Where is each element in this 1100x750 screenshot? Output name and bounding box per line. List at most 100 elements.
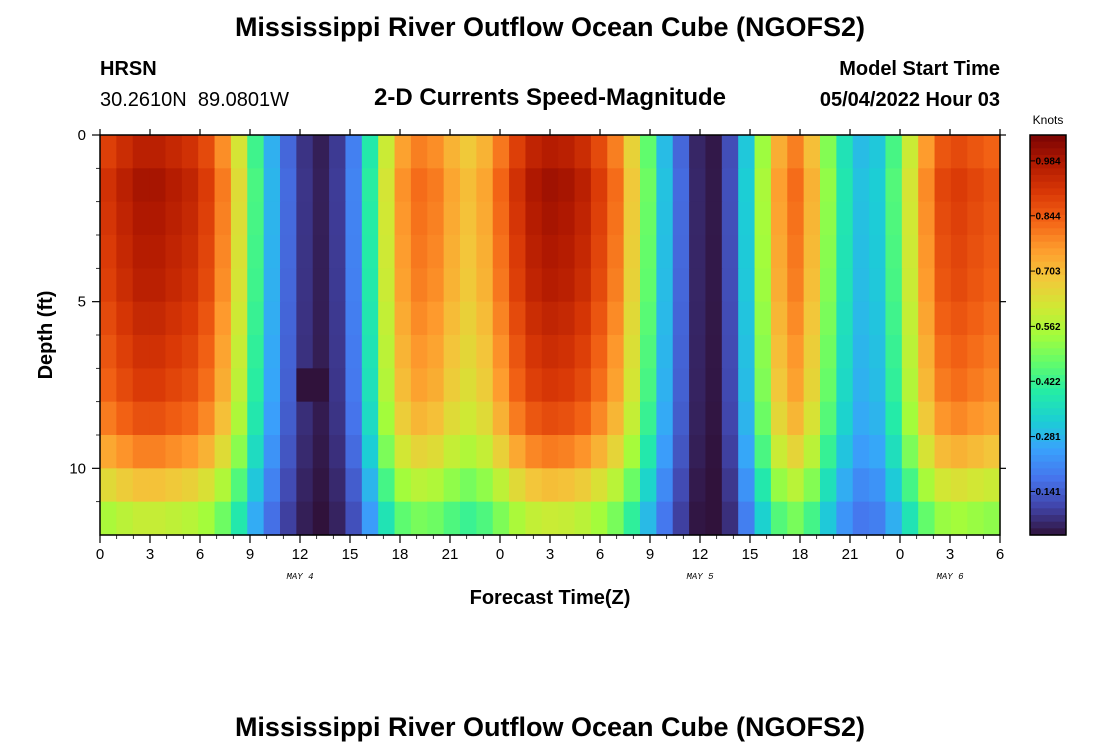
- heatmap-cell: [443, 335, 461, 369]
- heatmap-cell: [492, 401, 510, 436]
- heatmap-cell: [901, 468, 919, 503]
- heatmap-cell: [689, 268, 707, 303]
- heatmap-cell: [492, 135, 510, 169]
- heatmap-cell: [705, 401, 723, 436]
- heatmap-cell: [558, 368, 576, 403]
- colorbar-tick-label: 0.281: [1035, 432, 1060, 443]
- heatmap-cell: [541, 201, 559, 236]
- heatmap-cell: [689, 435, 707, 469]
- heatmap-cell: [770, 401, 788, 436]
- heatmap-cell: [574, 135, 592, 169]
- heatmap-cell: [820, 335, 837, 369]
- heatmap-cell: [525, 301, 543, 336]
- heatmap-cell: [460, 335, 477, 369]
- heatmap-cell: [149, 335, 167, 369]
- heatmap-cell: [820, 501, 837, 536]
- heatmap-cell: [558, 435, 576, 469]
- heatmap-cell: [165, 301, 183, 336]
- heatmap-cell: [967, 301, 985, 336]
- heatmap-cell: [181, 301, 199, 336]
- heatmap-cell: [181, 135, 199, 169]
- heatmap-cell: [738, 135, 756, 169]
- date-labels: MAY 4 MAY 5 MAY 6: [286, 572, 964, 582]
- heatmap-cell: [950, 268, 968, 303]
- heatmap-cell: [590, 268, 608, 303]
- heatmap-cell: [100, 168, 117, 203]
- heatmap-cell: [836, 201, 854, 236]
- heatmap-cell: [918, 235, 936, 269]
- colorbar-band: [1030, 521, 1066, 529]
- heatmap-cell: [492, 301, 510, 336]
- heatmap-cell: [427, 368, 445, 403]
- heatmap-grid: [100, 135, 1001, 536]
- heatmap-cell: [754, 168, 772, 203]
- heatmap-cell: [558, 501, 576, 536]
- station-name: HRSN: [100, 58, 157, 80]
- heatmap-cell: [640, 401, 657, 436]
- heatmap-cell: [803, 235, 821, 269]
- colorbar-band: [1030, 135, 1066, 143]
- heatmap-cell: [525, 401, 543, 436]
- colorbar-tick-label: 0.844: [1035, 211, 1060, 222]
- heatmap-cell: [869, 501, 887, 536]
- heatmap-cell: [345, 235, 363, 269]
- y-tick-label: 0: [78, 127, 86, 144]
- heatmap-cell: [263, 468, 281, 503]
- heatmap-cell: [116, 268, 134, 303]
- heatmap-cell: [558, 168, 576, 203]
- heatmap-cell: [770, 335, 788, 369]
- heatmap-cell: [460, 468, 477, 503]
- heatmap-cell: [509, 401, 527, 436]
- heatmap-cell: [558, 468, 576, 503]
- heatmap-cell: [689, 235, 707, 269]
- heatmap-cell: [885, 368, 903, 403]
- heatmap-cell: [443, 301, 461, 336]
- heatmap-cell: [787, 335, 805, 369]
- colorbar-band: [1030, 421, 1066, 429]
- heatmap-cell: [280, 235, 297, 269]
- heatmap-cell: [623, 135, 641, 169]
- heatmap-cell: [950, 301, 968, 336]
- heatmap-cell: [427, 468, 445, 503]
- heatmap-cell: [476, 268, 494, 303]
- heatmap-cell: [198, 468, 216, 503]
- heatmap-cell: [361, 168, 379, 203]
- heatmap-cell: [296, 135, 314, 169]
- chart-title: Mississippi River Outflow Ocean Cube (NG…: [235, 12, 865, 42]
- heatmap-cell: [132, 435, 150, 469]
- colorbar-band: [1030, 188, 1066, 196]
- heatmap-cell: [329, 401, 347, 436]
- heatmap-cell: [410, 135, 428, 169]
- heatmap-cell: [983, 168, 1001, 203]
- heatmap-cell: [296, 301, 314, 336]
- colorbar-tick-label: 0.562: [1035, 322, 1060, 333]
- colorbar-band: [1030, 268, 1066, 276]
- heatmap-cell: [983, 401, 1001, 436]
- heatmap-cell: [640, 168, 657, 203]
- heatmap-cell: [754, 335, 772, 369]
- heatmap-cell: [590, 468, 608, 503]
- heatmap-cell: [852, 335, 870, 369]
- heatmap-cell: [492, 168, 510, 203]
- heatmap-cell: [787, 235, 805, 269]
- heatmap-cell: [770, 168, 788, 203]
- heatmap-cell: [296, 435, 314, 469]
- heatmap-cell: [803, 135, 821, 169]
- heatmap-cell: [198, 501, 216, 536]
- heatmap-cell: [525, 201, 543, 236]
- heatmap-cell: [689, 135, 707, 169]
- heatmap-cell: [983, 435, 1001, 469]
- heatmap-cell: [476, 201, 494, 236]
- heatmap-cell: [100, 501, 117, 536]
- heatmap-cell: [967, 235, 985, 269]
- heatmap-cell: [836, 335, 854, 369]
- heatmap-cell: [869, 435, 887, 469]
- heatmap-cell: [149, 401, 167, 436]
- heatmap-cell: [656, 468, 674, 503]
- heatmap-cell: [901, 235, 919, 269]
- heatmap-cell: [378, 501, 396, 536]
- colorbar-band: [1030, 401, 1066, 409]
- colorbar-band: [1030, 408, 1066, 416]
- colorbar-tick-label: 0.703: [1035, 267, 1060, 278]
- heatmap-cell: [460, 435, 477, 469]
